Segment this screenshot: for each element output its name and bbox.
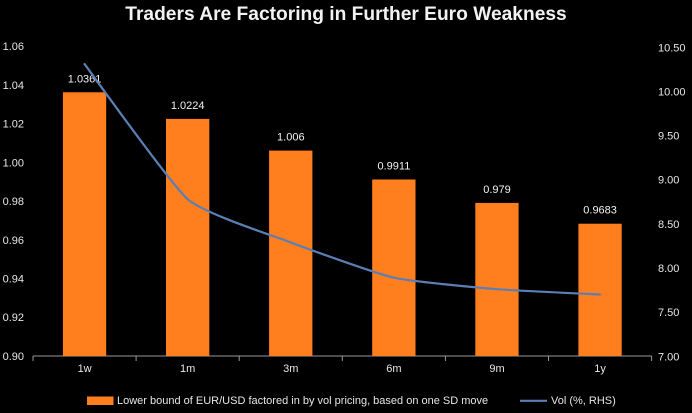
svg-text:1.06: 1.06: [3, 41, 24, 53]
svg-text:9.50: 9.50: [658, 131, 679, 143]
svg-text:1.04: 1.04: [3, 80, 24, 92]
svg-text:0.9911: 0.9911: [377, 161, 410, 173]
svg-text:1y: 1y: [594, 363, 606, 375]
svg-text:1w: 1w: [78, 363, 92, 375]
svg-text:0.98: 0.98: [3, 196, 24, 208]
svg-text:0.90: 0.90: [3, 351, 24, 363]
svg-text:7.50: 7.50: [658, 307, 679, 319]
svg-text:0.9683: 0.9683: [583, 205, 617, 217]
svg-text:0.96: 0.96: [3, 235, 24, 247]
svg-text:1.0224: 1.0224: [171, 100, 205, 112]
svg-text:0.94: 0.94: [3, 274, 24, 286]
svg-text:9m: 9m: [489, 363, 504, 375]
svg-text:Vol (%, RHS): Vol (%, RHS): [551, 395, 616, 407]
svg-text:9.00: 9.00: [658, 175, 679, 187]
svg-text:7.00: 7.00: [658, 351, 679, 363]
svg-text:1m: 1m: [180, 363, 195, 375]
svg-text:1.006: 1.006: [277, 132, 305, 144]
svg-text:10.50: 10.50: [658, 42, 686, 54]
svg-text:1.02: 1.02: [3, 119, 24, 131]
svg-text:Lower bound of EUR/USD factore: Lower bound of EUR/USD factored in by vo…: [117, 395, 488, 407]
svg-text:0.979: 0.979: [483, 184, 511, 196]
svg-text:3m: 3m: [283, 363, 298, 375]
svg-text:8.00: 8.00: [658, 263, 679, 275]
svg-text:1.00: 1.00: [3, 157, 24, 169]
svg-text:10.00: 10.00: [658, 86, 686, 98]
svg-text:6m: 6m: [386, 363, 401, 375]
svg-text:0.92: 0.92: [3, 312, 24, 324]
svg-text:8.50: 8.50: [658, 219, 679, 231]
